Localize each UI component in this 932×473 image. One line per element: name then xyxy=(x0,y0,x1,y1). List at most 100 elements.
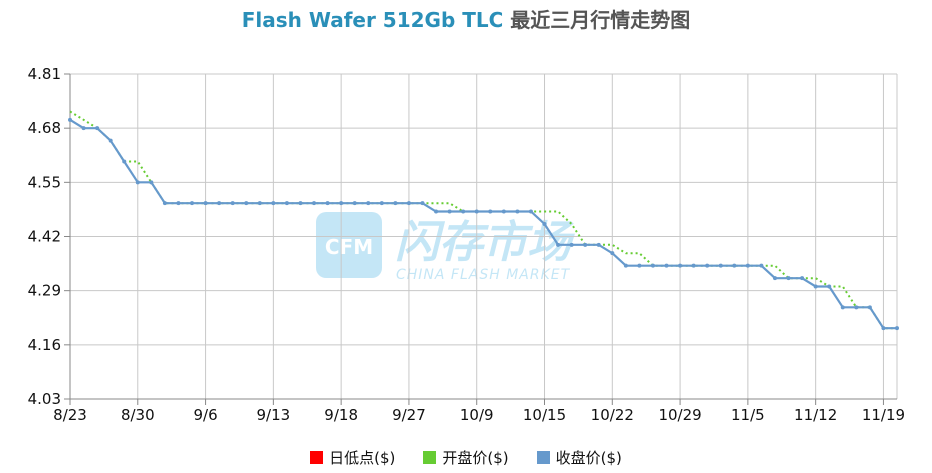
y-tick-label: 4.55 xyxy=(28,173,61,191)
data-point xyxy=(68,117,72,122)
data-point xyxy=(840,305,845,310)
x-tick-label: 11/12 xyxy=(794,406,837,424)
data-point xyxy=(895,326,899,331)
data-point xyxy=(745,263,750,268)
data-point xyxy=(732,263,737,268)
data-point xyxy=(203,201,208,206)
axes xyxy=(64,73,897,405)
x-tick-label: 9/6 xyxy=(194,406,218,424)
grid xyxy=(69,73,898,400)
data-point xyxy=(298,201,303,206)
chart-title-suffix: 最近三月行情走势图 xyxy=(510,8,691,32)
chart-title: Flash Wafer 512Gb TLC 最近三月行情走势图 xyxy=(0,4,932,33)
x-tick-label: 10/29 xyxy=(658,406,701,424)
data-point xyxy=(718,263,723,268)
data-point xyxy=(420,201,425,206)
data-point xyxy=(190,201,195,206)
y-tick-label: 4.29 xyxy=(28,282,61,300)
y-tick-label: 4.03 xyxy=(28,390,61,408)
data-point xyxy=(705,263,710,268)
data-point xyxy=(867,305,872,310)
legend-label: 收盘价($) xyxy=(555,449,622,467)
data-point xyxy=(176,201,181,206)
data-point xyxy=(393,201,398,206)
y-tick-label: 4.42 xyxy=(28,228,61,246)
data-point xyxy=(122,159,127,164)
data-point xyxy=(447,209,452,214)
data-point xyxy=(406,201,411,206)
data-point xyxy=(556,242,561,247)
data-point xyxy=(596,242,601,247)
data-point xyxy=(325,201,330,206)
y-axis-labels: 4.81 4.68 4.55 4.42 4.29 4.16 4.03 xyxy=(28,65,61,408)
data-point xyxy=(149,180,154,185)
data-point xyxy=(339,201,344,206)
data-point xyxy=(230,201,235,206)
data-point xyxy=(284,201,289,206)
data-point xyxy=(786,276,791,281)
legend-label: 日低点($) xyxy=(329,449,396,467)
y-tick-label: 4.68 xyxy=(28,119,61,137)
legend: 日低点($) 开盘价($) 收盘价($) xyxy=(0,447,932,468)
data-point xyxy=(257,201,262,206)
legend-item-1[interactable]: 开盘价($) xyxy=(423,447,509,468)
data-point xyxy=(488,209,493,214)
data-point xyxy=(854,305,859,310)
data-point xyxy=(637,263,642,268)
x-tick-label: 9/27 xyxy=(392,406,426,424)
data-point xyxy=(583,242,588,247)
legend-swatch xyxy=(423,451,437,464)
watermark-logo-text: CFM xyxy=(325,235,373,259)
data-point xyxy=(881,326,886,331)
data-point xyxy=(623,263,628,268)
data-point xyxy=(217,201,222,206)
data-point xyxy=(312,201,317,206)
data-point xyxy=(434,209,439,214)
chart-title-product: Flash Wafer 512Gb TLC xyxy=(241,8,504,32)
x-tick-label: 10/9 xyxy=(460,406,494,424)
series-line-2 xyxy=(69,118,897,330)
x-tick-label: 11/5 xyxy=(731,406,765,424)
price-line-chart: CFM 闪存市场 CHINA FLASH MARKET 4.81 4.68 4.55… xyxy=(28,65,905,424)
data-point xyxy=(379,201,384,206)
data-point xyxy=(244,201,249,206)
data-point xyxy=(813,284,818,289)
data-point xyxy=(271,201,276,206)
data-point xyxy=(528,209,533,214)
data-point xyxy=(461,209,466,214)
series-layer xyxy=(68,110,899,331)
data-point xyxy=(135,180,140,185)
y-tick-label: 4.81 xyxy=(28,65,61,83)
data-point xyxy=(650,263,655,268)
data-point xyxy=(664,263,669,268)
data-point xyxy=(827,284,832,289)
data-point xyxy=(678,263,683,268)
x-tick-label: 8/30 xyxy=(121,406,155,424)
data-point xyxy=(610,251,615,256)
data-point xyxy=(366,201,371,206)
x-tick-label: 9/18 xyxy=(324,406,358,424)
x-axis-labels: 8/23 8/30 9/6 9/13 9/18 9/27 10/9 10/15 10/22 10/… xyxy=(53,406,905,424)
data-point xyxy=(772,276,777,281)
y-tick-label: 4.16 xyxy=(28,336,61,354)
data-point xyxy=(501,209,506,214)
data-point xyxy=(108,138,113,143)
watermark: CFM 闪存市场 CHINA FLASH MARKET xyxy=(316,212,575,283)
data-point xyxy=(81,126,86,131)
x-tick-label: 10/15 xyxy=(523,406,566,424)
legend-label: 开盘价($) xyxy=(442,449,509,467)
data-point xyxy=(162,201,167,206)
x-tick-label: 8/23 xyxy=(53,406,87,424)
x-tick-label: 11/19 xyxy=(862,406,905,424)
watermark-cn: 闪存市场 xyxy=(395,217,575,268)
data-point xyxy=(95,126,100,131)
legend-item-2[interactable]: 收盘价($) xyxy=(536,447,622,468)
legend-item-0[interactable]: 日低点($) xyxy=(310,447,395,468)
data-point xyxy=(569,242,574,247)
legend-swatch xyxy=(310,451,324,464)
data-point xyxy=(691,263,696,268)
legend-swatch xyxy=(536,451,550,464)
data-point xyxy=(352,201,357,206)
data-point xyxy=(474,209,479,214)
data-point xyxy=(759,263,764,268)
